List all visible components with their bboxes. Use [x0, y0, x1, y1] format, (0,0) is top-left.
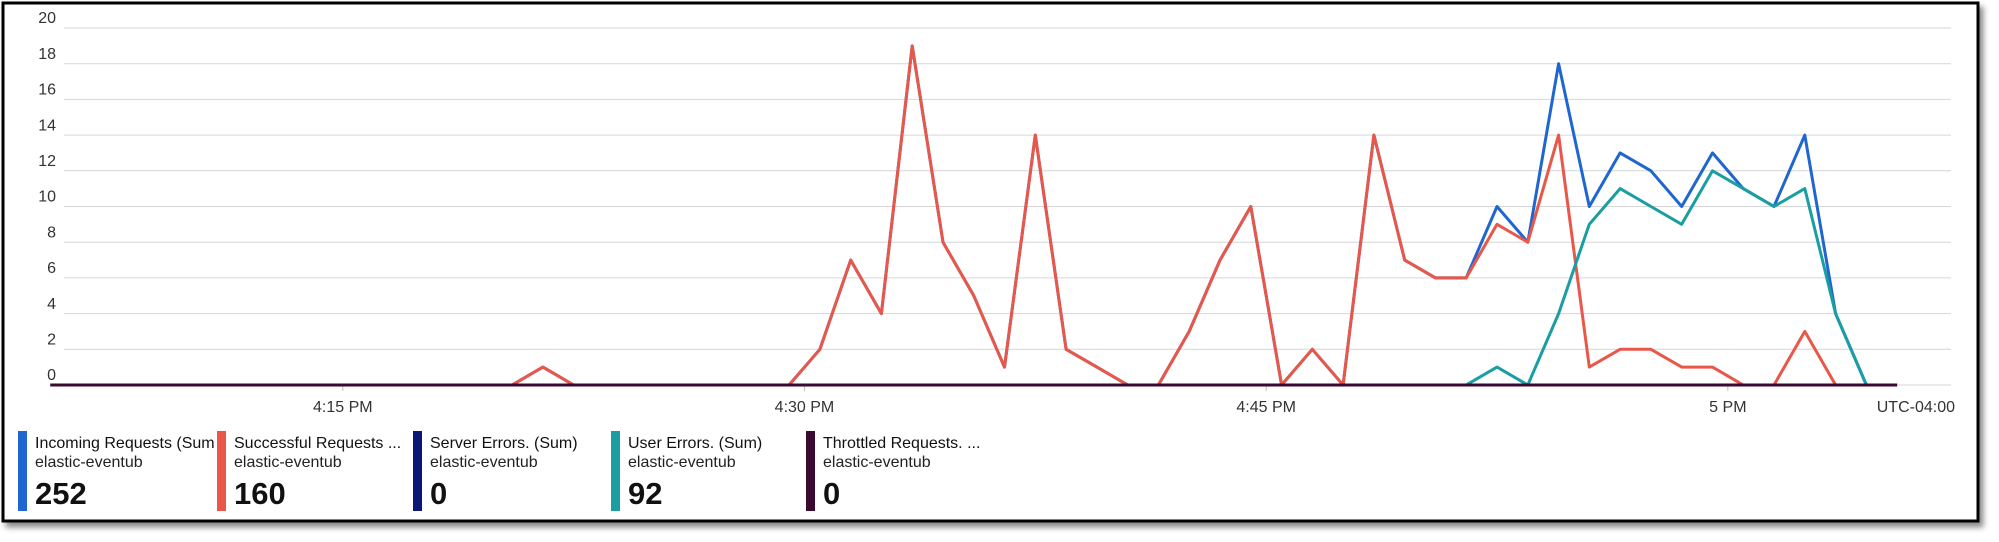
x-tick-label: 4:45 PM — [1236, 399, 1296, 416]
legend-name: Throttled Requests. ... — [823, 435, 980, 452]
y-tick-label: 6 — [47, 260, 56, 277]
frame — [1, 1, 1980, 523]
legend-resource: elastic-eventub — [35, 454, 143, 471]
y-tick-label: 4 — [47, 296, 56, 313]
y-tick-label: 2 — [47, 332, 56, 349]
legend-total: 0 — [823, 476, 840, 511]
legend-total: 92 — [628, 476, 662, 511]
legend-total: 252 — [35, 476, 87, 511]
legend-name: Incoming Requests (Sum — [35, 435, 215, 452]
x-tick-label: 5 PM — [1709, 399, 1746, 416]
y-tick-label: 16 — [38, 82, 56, 99]
legend-swatch — [806, 431, 815, 511]
legend-name: Server Errors. (Sum) — [430, 435, 578, 452]
legend-resource: elastic-eventub — [430, 454, 538, 471]
legend-total: 0 — [430, 476, 447, 511]
y-tick-label: 8 — [47, 224, 56, 241]
legend-total: 160 — [234, 476, 286, 511]
timezone-label: UTC-04:00 — [1877, 399, 1955, 416]
legend-swatch — [413, 431, 422, 511]
legend-swatch — [217, 431, 226, 511]
y-tick-label: 18 — [38, 46, 56, 63]
legend-resource: elastic-eventub — [823, 454, 931, 471]
y-tick-label: 12 — [38, 153, 56, 170]
y-tick-label: 20 — [38, 10, 56, 27]
legend-resource: elastic-eventub — [628, 454, 736, 471]
y-tick-label: 0 — [47, 367, 56, 384]
legend-swatch — [18, 431, 27, 511]
legend-swatch — [611, 431, 620, 511]
x-tick-label: 4:30 PM — [775, 399, 835, 416]
y-tick-label: 14 — [38, 117, 56, 134]
legend-name: User Errors. (Sum) — [628, 435, 762, 452]
legend-resource: elastic-eventub — [234, 454, 342, 471]
y-tick-label: 10 — [38, 189, 56, 206]
legend-name: Successful Requests ... — [234, 435, 401, 452]
x-tick-label: 4:15 PM — [313, 399, 373, 416]
